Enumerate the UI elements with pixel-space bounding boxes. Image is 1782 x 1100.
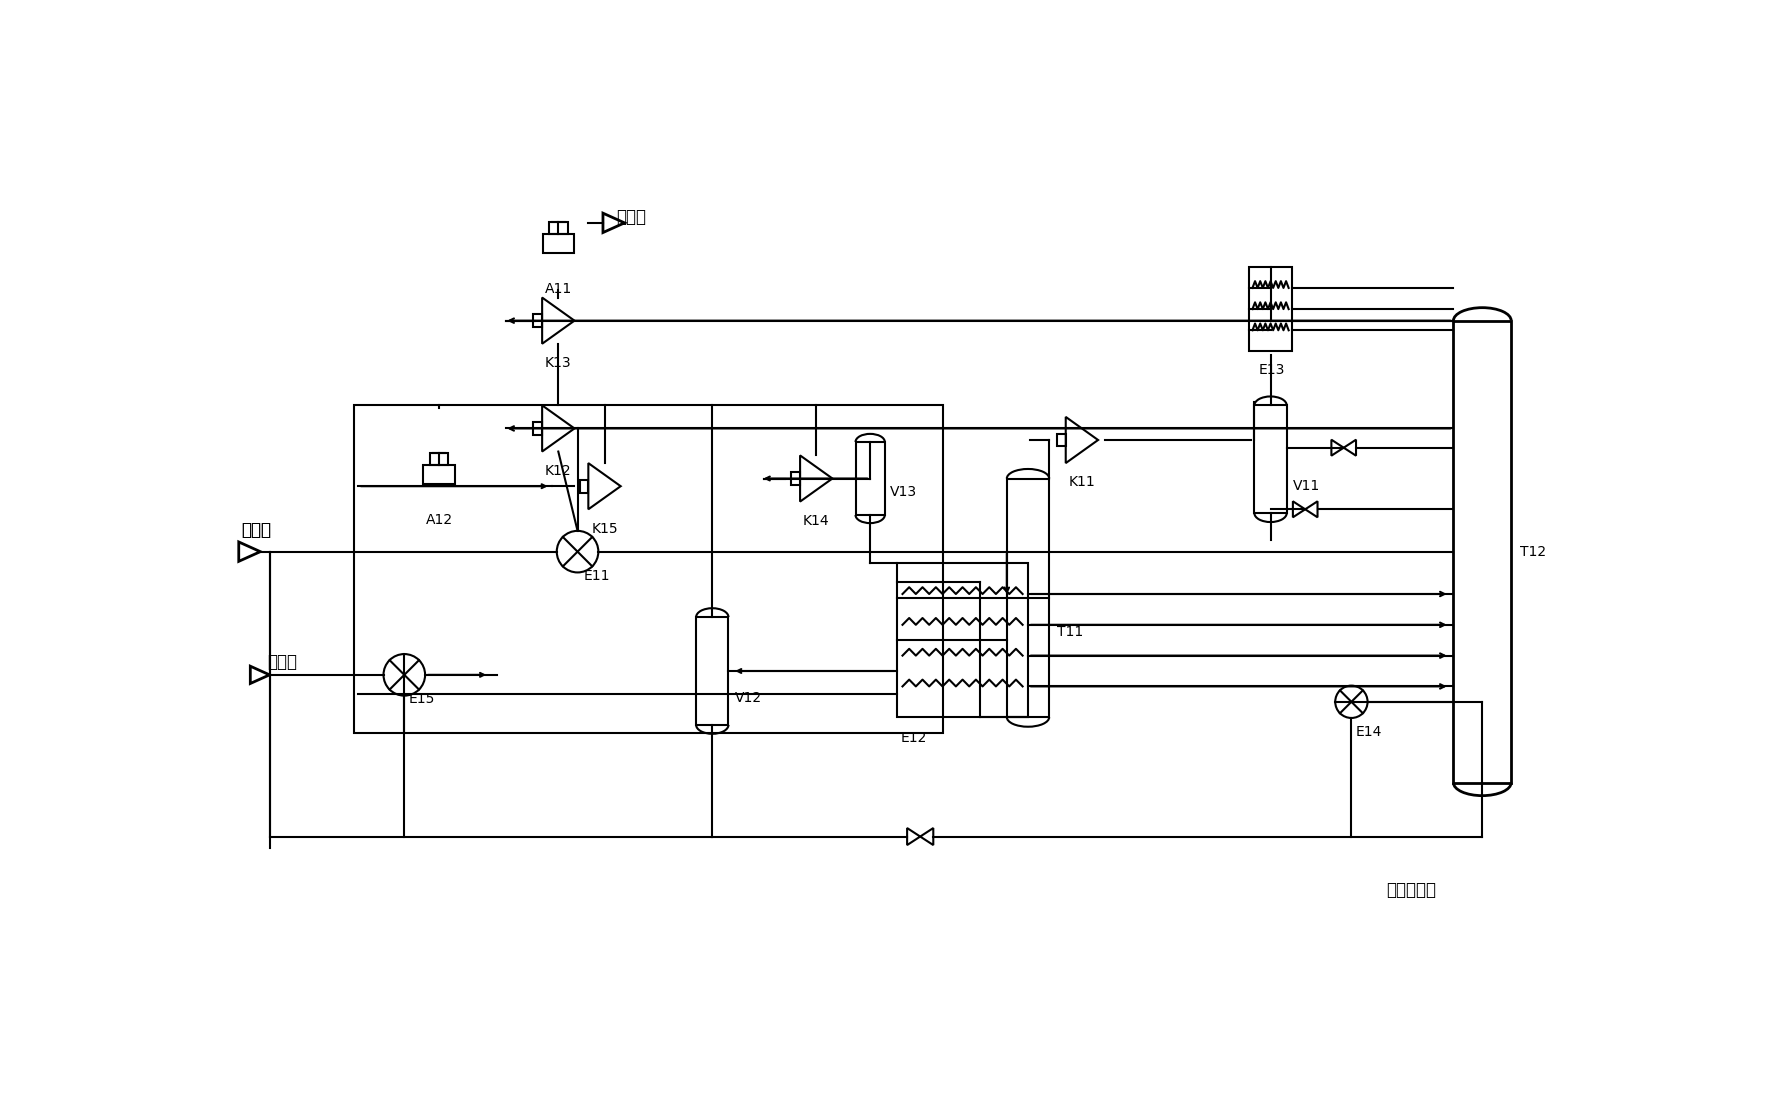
Polygon shape [1304,502,1317,517]
Bar [896,563,1028,717]
Text: A12: A12 [426,514,453,527]
Text: E14: E14 [1356,725,1381,739]
Text: 冷却水: 冷却水 [267,652,298,671]
Text: V11: V11 [1294,480,1320,493]
Bar [1057,433,1066,447]
Text: K13: K13 [545,356,572,370]
Text: V13: V13 [889,485,916,499]
Text: K15: K15 [592,521,618,536]
Text: A11: A11 [545,282,572,296]
Polygon shape [907,828,920,845]
Bar [1255,406,1287,514]
Bar [697,617,729,725]
Text: K14: K14 [804,514,830,528]
Polygon shape [1294,502,1304,517]
Text: 去脱乙烷塔: 去脱乙烷塔 [1386,881,1436,900]
Text: E11: E11 [584,569,609,583]
Bar [791,472,800,485]
Text: T12: T12 [1520,544,1547,559]
Text: T11: T11 [1057,626,1083,639]
Bar [429,453,449,465]
Bar [424,465,454,484]
Polygon shape [249,667,269,683]
Polygon shape [602,213,624,232]
Text: 原料气: 原料气 [241,520,271,539]
Text: 外输气: 外输气 [617,208,647,226]
Text: E13: E13 [1258,363,1285,377]
Bar [544,234,574,253]
Text: E15: E15 [408,692,435,706]
Text: 原料气: 原料气 [241,520,271,539]
Polygon shape [239,542,260,561]
Text: E12: E12 [902,732,927,745]
Bar [855,442,886,515]
Bar [549,222,568,234]
Bar [1249,267,1292,352]
Polygon shape [1344,440,1356,455]
Bar [1454,321,1511,783]
Bar [355,406,943,733]
Polygon shape [1331,440,1344,455]
Polygon shape [920,828,934,845]
Text: K12: K12 [545,464,572,477]
Text: K11: K11 [1069,475,1096,490]
Text: V12: V12 [734,691,761,705]
Bar [533,422,542,435]
Bar [1007,478,1050,717]
Bar [533,315,542,327]
Bar [579,480,588,493]
